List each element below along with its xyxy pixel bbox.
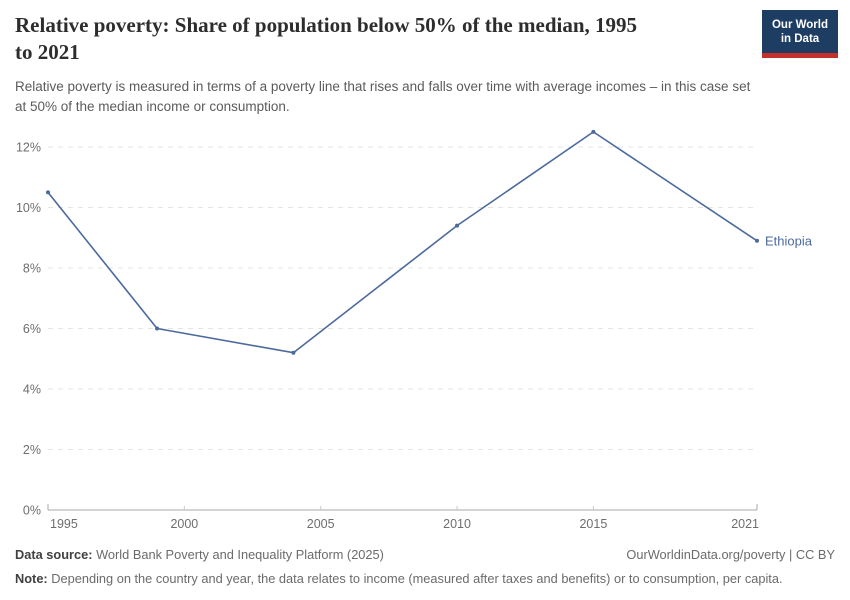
data-source-text: World Bank Poverty and Inequality Platfo…	[92, 547, 384, 562]
y-tick-label: 6%	[23, 322, 41, 336]
data-point[interactable]	[591, 129, 596, 134]
y-tick-label: 12%	[16, 141, 41, 155]
chart-header: Relative poverty: Share of population be…	[15, 12, 755, 117]
chart-footer: Data source: World Bank Poverty and Ineq…	[15, 546, 835, 588]
data-point[interactable]	[755, 238, 759, 243]
owid-logo-line2: in Data	[780, 33, 820, 46]
x-tick-label: 2005	[307, 517, 335, 531]
series-label[interactable]: Ethiopia	[765, 233, 813, 248]
y-tick-label: 0%	[23, 504, 41, 518]
data-point[interactable]	[291, 350, 296, 355]
data-source-label: Data source:	[15, 547, 93, 562]
x-tick-label: 2010	[443, 517, 471, 531]
note-text: Depending on the country and year, the d…	[47, 571, 783, 587]
x-tick-label: 2015	[579, 517, 607, 531]
data-line[interactable]	[47, 131, 758, 354]
owid-logo[interactable]: Our World in Data	[762, 10, 838, 59]
page-title: Relative poverty: Share of population be…	[15, 12, 755, 67]
note-line: Note: Depending on the country and year,…	[15, 570, 835, 587]
x-tick-label: 1995	[50, 517, 78, 531]
data-point[interactable]	[155, 326, 160, 331]
data-source-line: Data source: World Bank Poverty and Ineq…	[15, 546, 384, 563]
y-tick-label: 2%	[23, 443, 41, 457]
data-point[interactable]	[46, 190, 50, 195]
note-label: Note:	[15, 571, 48, 587]
chart-subtitle: Relative poverty is measured in terms of…	[15, 78, 751, 114]
y-tick-label: 8%	[23, 262, 41, 276]
data-point[interactable]	[455, 223, 460, 228]
x-tick-label: 2000	[170, 517, 198, 531]
page-title-line2: to 2021	[15, 40, 80, 65]
owid-link[interactable]: OurWorldinData.org/poverty | CC BY	[626, 547, 835, 562]
y-tick-label: 4%	[23, 383, 41, 397]
page-title-line1: Relative poverty: Share of population be…	[15, 13, 638, 37]
owid-logo-line1: Our World	[771, 19, 828, 31]
y-tick-label: 10%	[16, 201, 41, 215]
x-tick-label: 2021	[731, 517, 759, 531]
